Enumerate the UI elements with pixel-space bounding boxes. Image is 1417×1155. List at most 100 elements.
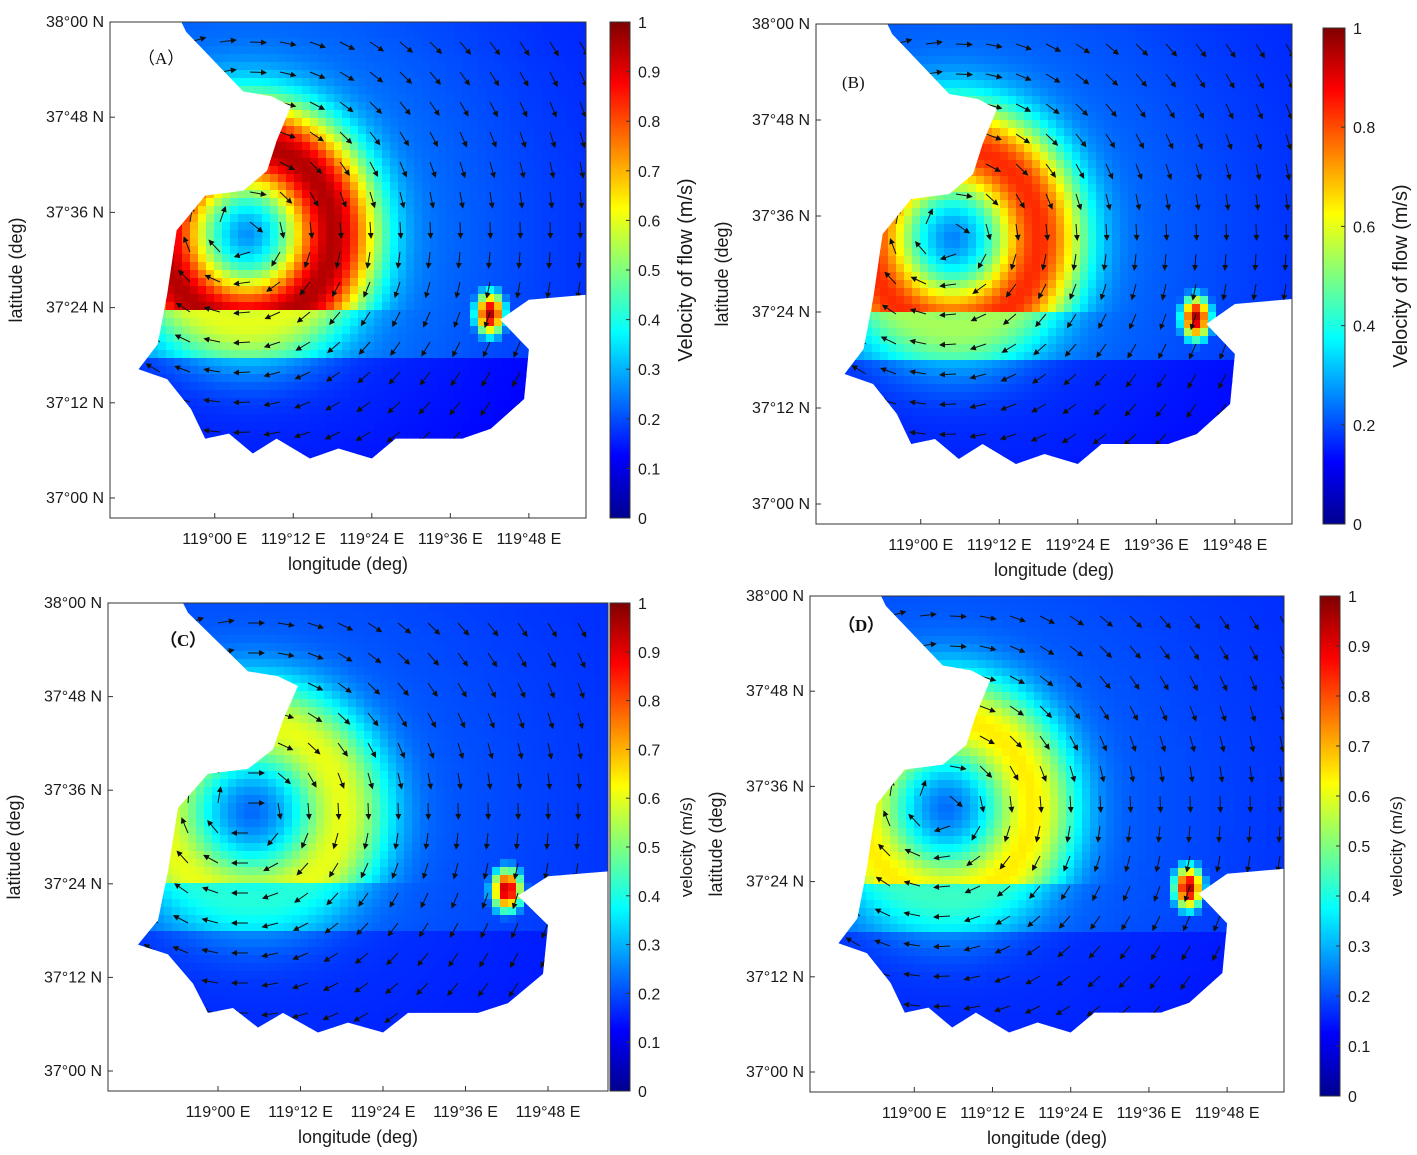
colorbar-tick-label: 0 [1348,1089,1357,1106]
lon-tick-label: 119°36 E [1116,1105,1181,1122]
velocity-field-map [844,24,1292,464]
colorbar-tick-label: 0.6 [1353,219,1375,236]
colorbar-tick-label: 0.8 [1348,689,1370,706]
colorbar-label: Velocity of flow (m/s) [1390,184,1412,367]
colorbar-tick-label: 0.6 [638,791,660,808]
colorbar-tick-label: 0 [638,1084,647,1101]
colorbar-tick-label: 0.5 [638,263,660,280]
lat-tick-label: 37°48 N [44,689,102,706]
y-axis-label: latitude (deg) [6,217,26,322]
plot-frame [107,602,609,1092]
lat-tick-label: 37°00 N [752,496,810,513]
lon-tick-label: 119°00 E [882,1105,947,1122]
colorbar-tick-label: 0.7 [1348,739,1370,756]
colorbar-tick-label: 0.4 [638,313,660,330]
lat-tick-label: 37°12 N [44,969,102,986]
lat-tick-label: 37°36 N [746,778,804,795]
lat-tick-label: 37°36 N [46,204,104,221]
panel-label: （A） [138,49,184,68]
colorbar-tick-label: 0.9 [1348,639,1370,656]
lon-tick-label: 119°12 E [261,531,326,548]
y-axis-label: latitude (deg) [712,221,732,326]
panel-b: 38°00 N 37°48 N 37°36 N 37°24 N 37°12 N 37°00… [712,16,1412,580]
colorbar-tick-label: 0.7 [638,742,660,759]
colorbar-tick-label: 0.9 [638,65,660,82]
panel-c: 38°00 N 37°48 N 37°36 N 37°24 N 37°12 N 37°00… [4,595,696,1147]
lon-tick-label: 119°12 E [960,1105,1025,1122]
lat-tick-label: 37°12 N [746,969,804,986]
panel-label: （C） [160,630,206,650]
colorbar-tick-label: 0.2 [638,412,660,429]
lon-tick-label: 119°12 E [268,1104,333,1121]
colorbar-tick-label: 0.5 [638,840,660,857]
lat-tick-label: 38°00 N [46,14,104,31]
lon-tick-label: 119°00 E [186,1104,251,1121]
colorbar-tick-label: 0.1 [638,461,660,478]
colorbar-tick-label: 0.8 [638,694,660,711]
lat-tick-label: 37°00 N [44,1063,102,1080]
lon-tick-label: 119°48 E [1202,537,1267,554]
colorbar-tick-label: 0.6 [638,213,660,230]
colorbar-tick-label: 0.4 [638,889,660,906]
lon-tick-label: 119°24 E [1045,537,1110,554]
lon-tick-label: 119°24 E [351,1104,416,1121]
lat-tick-label: 37°48 N [46,109,104,126]
velocity-field-map [138,603,608,1033]
colorbar-tick-label: 0.3 [638,362,660,379]
colorbar-tick-label: 0.1 [1348,1039,1370,1056]
lat-tick-label: 37°12 N [46,395,104,412]
lat-tick-label: 37°00 N [746,1064,804,1081]
colorbar-label: velocity (m/s) [1387,796,1406,896]
colorbar-tick-label: 1 [1348,589,1357,606]
lat-tick-label: 37°12 N [752,400,810,417]
y-axis-label: latitude (deg) [706,791,726,896]
panel-label: (B) [842,73,865,92]
lat-tick-label: 37°24 N [46,300,104,317]
lon-tick-label: 119°36 E [1124,537,1189,554]
colorbar: 1 0.9 0.8 0.7 0.6 0.5 0.4 0.3 0.2 0.1 0 Velocity of… [609,15,697,528]
colorbar-tick-label: 0.2 [1348,989,1370,1006]
lon-tick-label: 119°48 E [496,531,561,548]
colorbar-tick-label: 0.5 [1348,839,1370,856]
colorbar: 1 0.8 0.6 0.4 0.2 0 Velocity of flow (m/s) [1322,21,1412,534]
lon-tick-label: 119°00 E [182,531,247,548]
lat-tick-label: 38°00 N [44,595,102,612]
lat-tick-label: 37°48 N [746,683,804,700]
lon-tick-label: 119°48 E [516,1104,581,1121]
colorbar-tick-label: 0 [1353,517,1362,534]
colorbar-tick-label: 1 [638,15,647,32]
lat-tick-label: 37°24 N [746,874,804,891]
lat-tick-label: 37°36 N [752,208,810,225]
lon-tick-label: 119°36 E [418,531,483,548]
colorbar-label: Velocity of flow (m/s) [675,178,697,361]
colorbar-tick-label: 0.2 [638,986,660,1003]
colorbar-tick-label: 0.8 [638,114,660,131]
lon-tick-label: 119°24 E [1038,1105,1103,1122]
colorbar: 1 0.9 0.8 0.7 0.6 0.5 0.4 0.3 0.2 0.1 0 velocity (m… [1319,589,1406,1106]
colorbar: 1 0.9 0.8 0.7 0.6 0.5 0.4 0.3 0.2 0.1 0 velocity (m… [609,596,696,1101]
plot-frame [809,595,1285,1093]
panel-a: 38°00 N 37°48 N 37°36 N 37°24 N 37°12 N 37°00… [6,14,697,574]
lat-tick-label: 38°00 N [746,588,804,605]
plot-frame [815,23,1293,525]
colorbar-label: velocity (m/s) [677,797,696,897]
lon-tick-label: 119°12 E [967,537,1032,554]
lat-tick-label: 37°00 N [46,490,104,507]
x-axis-label: longitude (deg) [987,1128,1107,1148]
lat-tick-label: 37°48 N [752,112,810,129]
colorbar-tick-label: 0 [638,511,647,528]
colorbar-tick-label: 0.6 [1348,789,1370,806]
lat-tick-label: 37°36 N [44,782,102,799]
colorbar-tick-label: 0.4 [1353,319,1375,336]
panel-d: 38°00 N 37°48 N 37°36 N 37°24 N 37°12 N 37°00… [706,588,1406,1148]
velocity-field-map [838,596,1284,1033]
lon-tick-label: 119°00 E [888,537,953,554]
x-axis-label: longitude (deg) [288,554,408,574]
panel-label: （D） [838,615,884,635]
lat-tick-label: 37°24 N [752,304,810,321]
colorbar-tick-label: 0.3 [638,938,660,955]
colorbar-tick-label: 0.7 [638,164,660,181]
y-axis-label: latitude (deg) [4,794,24,899]
colorbar-tick-label: 0.4 [1348,889,1370,906]
